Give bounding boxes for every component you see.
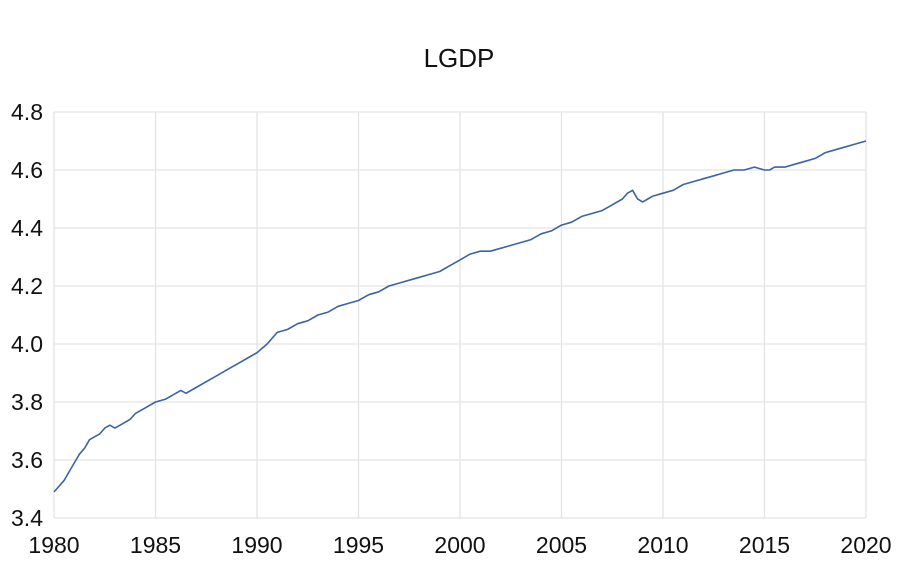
x-tick-label: 2010 (637, 532, 688, 558)
x-tick-label: 1985 (130, 532, 181, 558)
x-tick-label: 1980 (28, 532, 79, 558)
x-tick-label: 2020 (840, 532, 891, 558)
x-axis-tick-labels: 1980 1985 1990 1995 2000 2005 2010 2015 2020 (28, 532, 891, 558)
x-tick-label: 2000 (434, 532, 485, 558)
x-tick-label: 2005 (536, 532, 587, 558)
series-line (53, 140, 867, 493)
x-tick-label: 1995 (333, 532, 384, 558)
chart-title: LGDP (424, 43, 495, 73)
y-tick-label: 4.0 (11, 331, 43, 357)
y-tick-label: 3.8 (11, 389, 43, 415)
grid-lines (53, 111, 867, 519)
y-tick-label: 4.4 (11, 215, 43, 241)
y-tick-label: 4.8 (11, 99, 43, 125)
x-tick-label: 1990 (231, 532, 282, 558)
series-group (53, 140, 867, 493)
y-tick-label: 4.2 (11, 273, 43, 299)
y-tick-label: 4.6 (11, 157, 43, 183)
x-tick-label: 2015 (739, 532, 790, 558)
y-axis-tick-labels: 3.4 3.6 3.8 4.0 4.2 4.4 4.6 4.8 (11, 99, 43, 531)
y-tick-label: 3.4 (11, 505, 43, 531)
y-tick-label: 3.6 (11, 447, 43, 473)
